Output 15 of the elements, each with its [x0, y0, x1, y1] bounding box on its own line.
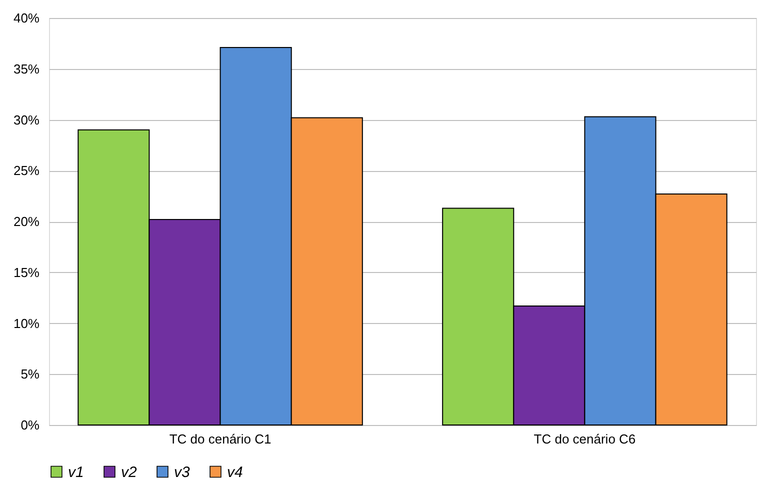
legend-label: v1	[68, 464, 84, 481]
y-tick-label: 5%	[20, 366, 40, 382]
y-tick-label: 35%	[13, 61, 40, 76]
legend-label: v4	[227, 464, 243, 481]
y-tick-label: 25%	[13, 163, 40, 178]
y-tick-label: 10%	[13, 316, 40, 331]
y-tick-label: 15%	[13, 264, 40, 280]
x-tick-label: TC do cenário C6	[534, 432, 636, 446]
legend-label: v2	[121, 464, 138, 481]
y-tick-label: 40%	[13, 10, 40, 26]
y-tick-label: 20%	[13, 214, 40, 229]
y-tick-label: 0%	[20, 418, 40, 432]
x-tick-label: TC do cenário C1	[169, 432, 272, 446]
y-tick-label: 30%	[13, 112, 40, 128]
legend-label: v3	[174, 464, 190, 481]
